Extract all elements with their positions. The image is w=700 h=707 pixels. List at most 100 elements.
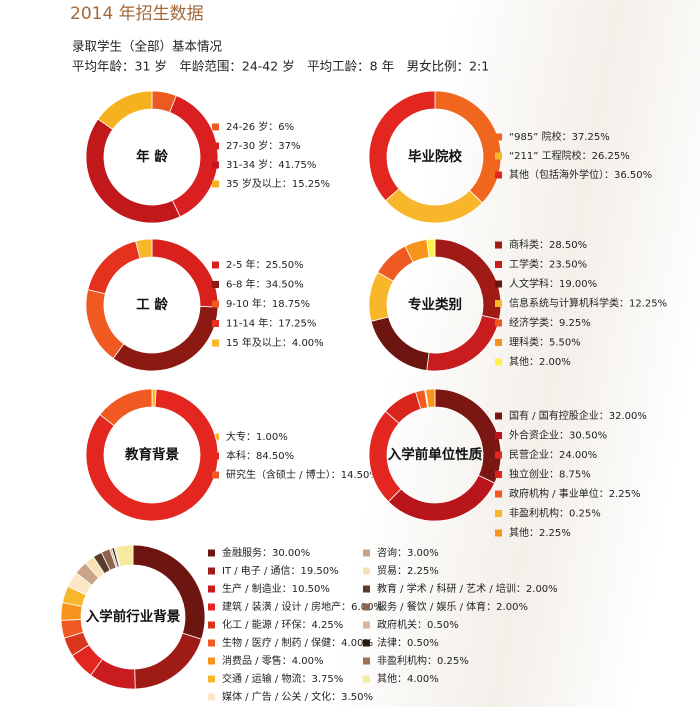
legend-label: 35 岁及以上：15.25%: [226, 177, 330, 190]
legend-swatch: [495, 510, 502, 517]
legend-label: 理科类：5.50%: [509, 336, 581, 349]
legend-swatch: [208, 675, 215, 683]
legend-label: 31-34 岁：41.75%: [226, 158, 316, 171]
legend-swatch: [495, 261, 502, 268]
legend-swatch: [363, 567, 370, 575]
donut-segment: [85, 118, 181, 224]
legend-swatch: [495, 280, 502, 288]
donut-title: 入学前行业背景: [86, 608, 181, 625]
legend-swatch: [208, 657, 215, 665]
legend-swatch: [495, 490, 502, 498]
legend-label: 本科：84.50%: [226, 449, 294, 462]
legend-swatch: [363, 675, 370, 683]
legend-label: 国有 / 国有控股企业：32.00%: [509, 409, 647, 422]
legend-label: 9-10 年：18.75%: [226, 297, 310, 310]
legend-swatch: [212, 142, 219, 150]
legend-swatch: [495, 300, 502, 307]
legend-label: 24-26 岁：6%: [226, 120, 294, 133]
legend-label: 27-30 岁：37%: [226, 139, 300, 152]
legend-swatch: [363, 639, 370, 647]
legend-swatch: [363, 585, 370, 593]
legend-swatch: [208, 585, 215, 593]
legend-swatch: [208, 603, 215, 611]
donut-title: 教育背景: [125, 446, 179, 463]
legend-swatch: [495, 339, 502, 346]
legend-label: 媒体 / 广告 / 公关 / 文化：3.50%: [222, 690, 373, 703]
legend-label: 生物 / 医疗 / 制药 / 保健：4.00%: [222, 636, 373, 649]
legend-label: 2-5 年：25.50%: [226, 258, 304, 271]
legend-label: 经济学类：9.25%: [509, 316, 591, 329]
legend-swatch: [208, 693, 215, 701]
legend-label: 6-8 年：34.50%: [226, 278, 304, 291]
legend-label: 金融服务：30.00%: [222, 546, 310, 559]
legend-label: “985” 院校：37.25%: [509, 130, 610, 143]
legend-label: 民营企业：24.00%: [509, 448, 597, 461]
legend-swatch: [212, 320, 219, 327]
donut-segment: [426, 238, 436, 258]
donut-segment: [85, 388, 219, 522]
legend-swatch: [363, 549, 370, 557]
donut-segment: [368, 90, 436, 202]
legend-label: 其他：4.00%: [377, 672, 439, 685]
legend-label: 15 年及以上：4.00%: [226, 336, 324, 349]
donut-segment: [425, 388, 436, 408]
legend-label: 服务 / 餐饮 / 娱乐 / 体育：2.00%: [377, 600, 528, 613]
legend-label: “211” 工程院校：26.25%: [509, 149, 630, 162]
legend-swatch: [495, 171, 502, 179]
legend-swatch: [212, 452, 219, 460]
legend-label: 生产 / 制造业：10.50%: [222, 582, 330, 595]
legend-label: 其他：2.25%: [509, 526, 571, 539]
legend-swatch: [212, 261, 219, 269]
legend-label: 贸易：2.25%: [377, 565, 439, 577]
donut-segment: [169, 95, 219, 218]
page-title: 2014 年招生数据: [70, 4, 204, 24]
legend-swatch: [212, 300, 219, 308]
legend-swatch: [208, 621, 215, 629]
legend-swatch: [495, 471, 502, 478]
donut-segment: [426, 314, 500, 372]
donut-segment: [99, 388, 153, 427]
legend-label: 教育 / 学术 / 科研 / 艺术 / 培训：2.00%: [377, 582, 558, 595]
legend-label: 非盈利机构：0.25%: [377, 654, 469, 667]
donut-segment: [112, 306, 219, 372]
donut-segment: [135, 238, 153, 259]
legend-label: 咨询：3.00%: [377, 546, 439, 559]
legend-label: 工学类：23.50%: [509, 258, 587, 271]
donut-segment: [132, 544, 206, 640]
legend-swatch: [495, 152, 502, 160]
legend-label: 法律：0.50%: [377, 636, 439, 649]
donut-title: 毕业院校: [408, 148, 462, 165]
legend-swatch: [212, 281, 219, 288]
donut-title: 入学前单位性质: [388, 446, 483, 463]
legend-swatch: [208, 567, 215, 575]
donut-segment: [434, 388, 502, 484]
legend-label: 非盈利机构：0.25%: [509, 507, 601, 520]
legend-label: 消费品 / 零售：4.00%: [222, 654, 324, 667]
donut-segment: [134, 632, 202, 690]
legend-label: 人文学科：19.00%: [509, 277, 597, 290]
donut-title: 工 龄: [136, 296, 168, 313]
legend-swatch: [363, 657, 370, 665]
donut-title: 年 龄: [136, 148, 168, 165]
legend-label: 11-14 年：17.25%: [226, 317, 316, 330]
donut-segment: [87, 240, 141, 295]
legend-swatch: [363, 621, 370, 629]
legend-label: 大专：1.00%: [226, 430, 288, 443]
subtitle: 录取学生（全部）基本情况: [72, 39, 223, 54]
legend-label: 政府机构 / 事业单位：2.25%: [509, 487, 641, 500]
legend-swatch: [208, 549, 215, 557]
legend-swatch: [495, 412, 502, 420]
legend-swatch: [495, 319, 502, 327]
donut-segment: [387, 474, 496, 522]
donut-title: 专业类别: [408, 296, 462, 313]
legend-label: 建筑 / 装潢 / 设计 / 房地产：6.00%: [222, 600, 383, 613]
legend-label: 化工 / 能源 / 环保：4.25%: [222, 618, 343, 631]
legend-swatch: [495, 133, 502, 141]
donut-segment: [370, 316, 430, 371]
legend-swatch: [212, 180, 219, 188]
legend-swatch: [495, 241, 502, 249]
legend-swatch: [495, 358, 502, 366]
donut-segment: [368, 271, 394, 322]
legend-swatch: [495, 451, 502, 459]
